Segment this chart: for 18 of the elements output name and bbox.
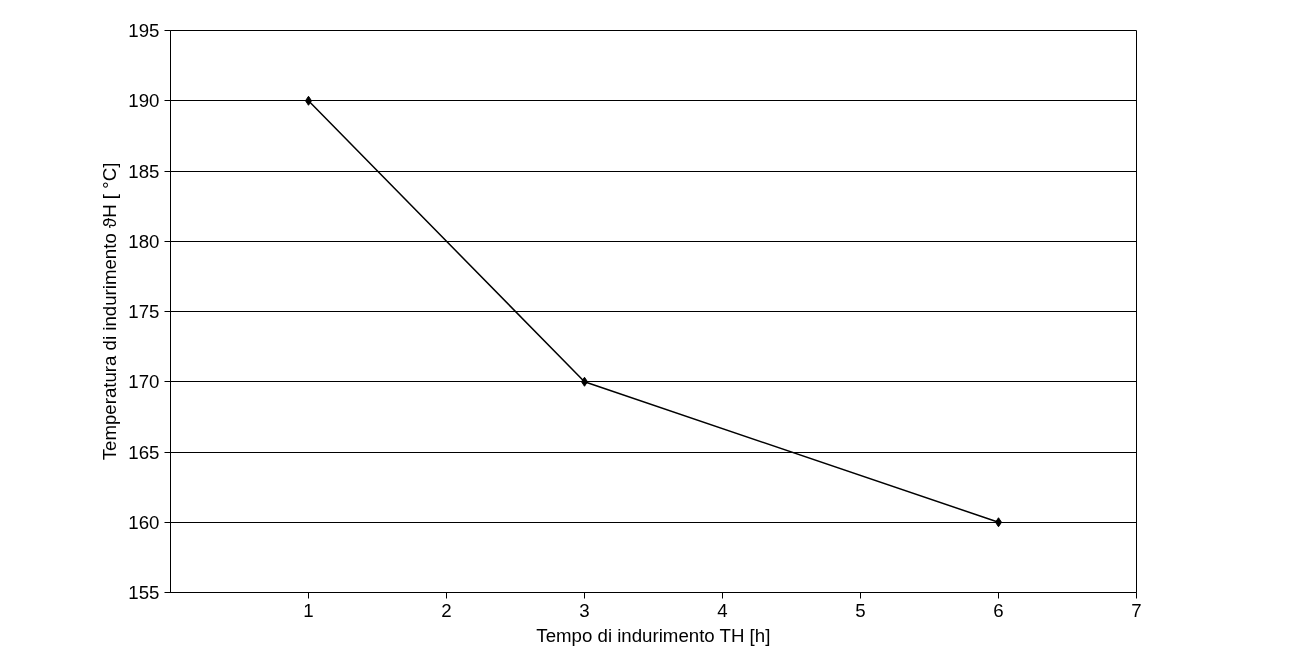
y-tick-label: 180 (128, 230, 160, 252)
y-tick-label: 155 (128, 582, 160, 603)
x-tick-label: 3 (579, 599, 590, 621)
x-tick-label: 4 (717, 599, 728, 621)
y-tick-label: 185 (128, 160, 160, 182)
y-tick-label: 160 (128, 511, 160, 533)
y-tick-label: 165 (128, 441, 160, 463)
x-axis-title: Tempo di indurimento TH [h] (536, 624, 771, 646)
x-tick-label: 7 (1131, 599, 1142, 621)
y-axis-title: Temperatura di indurimento ϑH [ °C] (99, 162, 121, 461)
x-tick-label: 1 (303, 599, 314, 621)
y-tick-label: 175 (128, 301, 160, 322)
y-tick-label: 190 (128, 90, 160, 112)
x-tick-label: 2 (441, 599, 452, 621)
y-tick-label: 195 (128, 20, 160, 41)
y-tick-label: 170 (128, 371, 160, 393)
x-tick-label: 5 (855, 599, 866, 621)
x-tick-label: 6 (993, 599, 1004, 621)
